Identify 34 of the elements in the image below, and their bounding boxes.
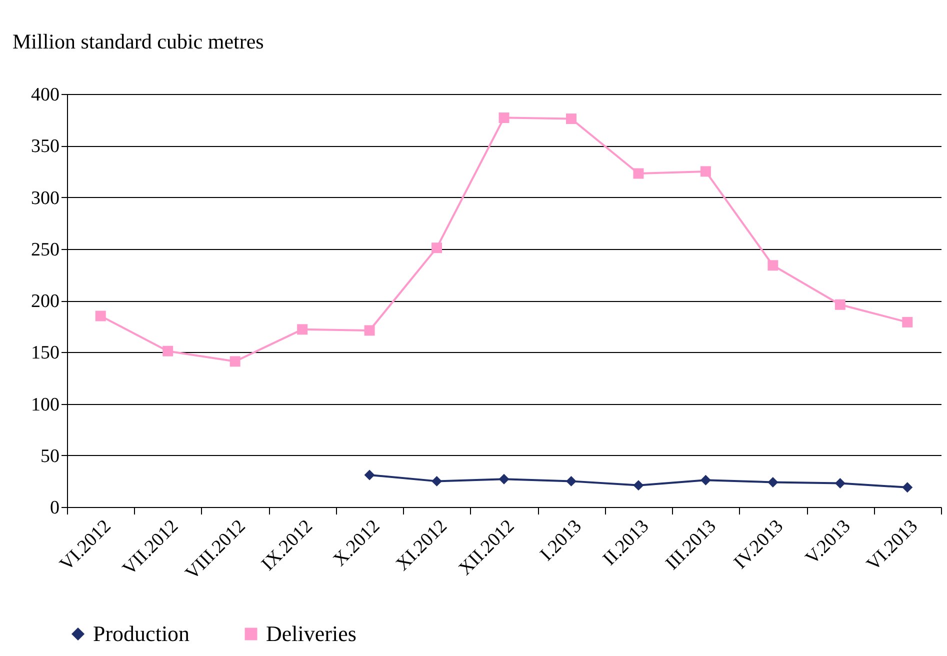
point (902, 316, 913, 328)
point (364, 470, 375, 480)
legend-label: Production (93, 621, 190, 646)
y-tick-label: 350 (31, 136, 60, 158)
y-tick-label: 250 (31, 239, 60, 260)
y-tick-label: 50 (40, 446, 60, 467)
point (902, 482, 913, 493)
y-axis-title: Million standard cubic metres (12, 30, 264, 54)
point (834, 478, 846, 488)
point (498, 474, 510, 484)
point (432, 476, 442, 486)
y-tick-label: 300 (31, 188, 60, 209)
y-tick-label: 400 (31, 84, 60, 106)
point (230, 356, 240, 367)
point (566, 114, 576, 124)
point (768, 476, 778, 488)
point (633, 480, 644, 491)
point (162, 346, 174, 356)
point (700, 474, 711, 486)
point (364, 325, 375, 336)
point (297, 324, 308, 335)
point (566, 476, 576, 486)
legend-label: Deliveries (266, 621, 356, 646)
y-tick-label: 200 (31, 291, 60, 312)
point (834, 299, 846, 310)
point (768, 260, 778, 271)
point (95, 310, 106, 322)
point (700, 166, 711, 177)
point (432, 242, 442, 254)
y-tick-label: 150 (31, 342, 60, 364)
y-tick-label: 100 (31, 394, 60, 416)
point (633, 168, 644, 179)
point (498, 112, 510, 123)
y-tick-label: 0 (50, 498, 60, 518)
